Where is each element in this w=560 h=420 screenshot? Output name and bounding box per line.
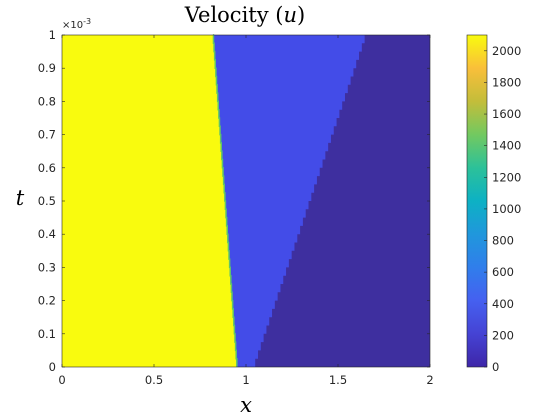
colorbar-gradient xyxy=(467,35,487,367)
colorbar-tick-label: 800 xyxy=(492,234,514,248)
colorbar-tick-label: 1200 xyxy=(492,170,521,184)
colorbar-tick-label: 200 xyxy=(492,328,514,342)
region-left-edge xyxy=(212,34,238,367)
colorbar-ticks: 0 200 400 600 800 1000 1200 1400 1600 1800 2000 xyxy=(484,44,521,374)
colorbar-tick-label: 600 xyxy=(492,265,514,279)
y-axis-label: t xyxy=(16,186,25,210)
colorbar-tick-label: 1600 xyxy=(492,107,521,121)
x-axis-label: x xyxy=(240,393,252,417)
y-tick-label: 0.1 xyxy=(38,327,56,341)
y-tick-label: 0.8 xyxy=(38,94,56,108)
x-tick-label: 1 xyxy=(242,373,249,387)
colorbar-tick-label: 1000 xyxy=(492,202,521,216)
colorbar-tick-label: 0 xyxy=(492,360,499,374)
y-tick-label: 0.2 xyxy=(38,294,56,308)
x-tick-label: 2 xyxy=(426,373,433,387)
region-left xyxy=(62,35,237,367)
x-tick-label: 1.5 xyxy=(329,373,347,387)
y-tick-label: 1 xyxy=(49,28,56,42)
y-tick-label: 0 xyxy=(49,360,56,374)
x-tick-label: 0 xyxy=(58,373,65,387)
y-tick-label: 0.9 xyxy=(38,61,56,75)
chart-title: Velocity (u) xyxy=(184,3,305,27)
y-axis: 0 0.1 0.2 0.3 0.4 0.5 0.6 0.7 0.8 0.9 1 xyxy=(38,28,430,374)
plot-area xyxy=(61,34,431,368)
y-tick-label: 0.6 xyxy=(38,161,56,175)
colorbar-frame xyxy=(466,34,488,368)
region-intermediate xyxy=(212,35,368,367)
colorbar-tick-label: 1800 xyxy=(492,75,521,89)
y-tick-label: 0.7 xyxy=(38,128,56,142)
x-tick-label: 0.5 xyxy=(145,373,163,387)
colorbar: 0 200 400 600 800 1000 1200 1400 1600 1800 2000 xyxy=(466,34,521,374)
colorbar-tick-label: 2000 xyxy=(492,44,521,58)
x-axis: 0 0.5 1 1.5 2 xyxy=(58,35,434,387)
colorbar-tick-label: 400 xyxy=(492,297,514,311)
y-tick-label: 0.3 xyxy=(38,260,56,274)
y-tick-label: 0.4 xyxy=(38,227,56,241)
y-tick-label: 0.5 xyxy=(38,194,56,208)
colorbar-tick-label: 1400 xyxy=(492,139,521,153)
x-exponent-label: ×10-3 xyxy=(62,17,91,31)
